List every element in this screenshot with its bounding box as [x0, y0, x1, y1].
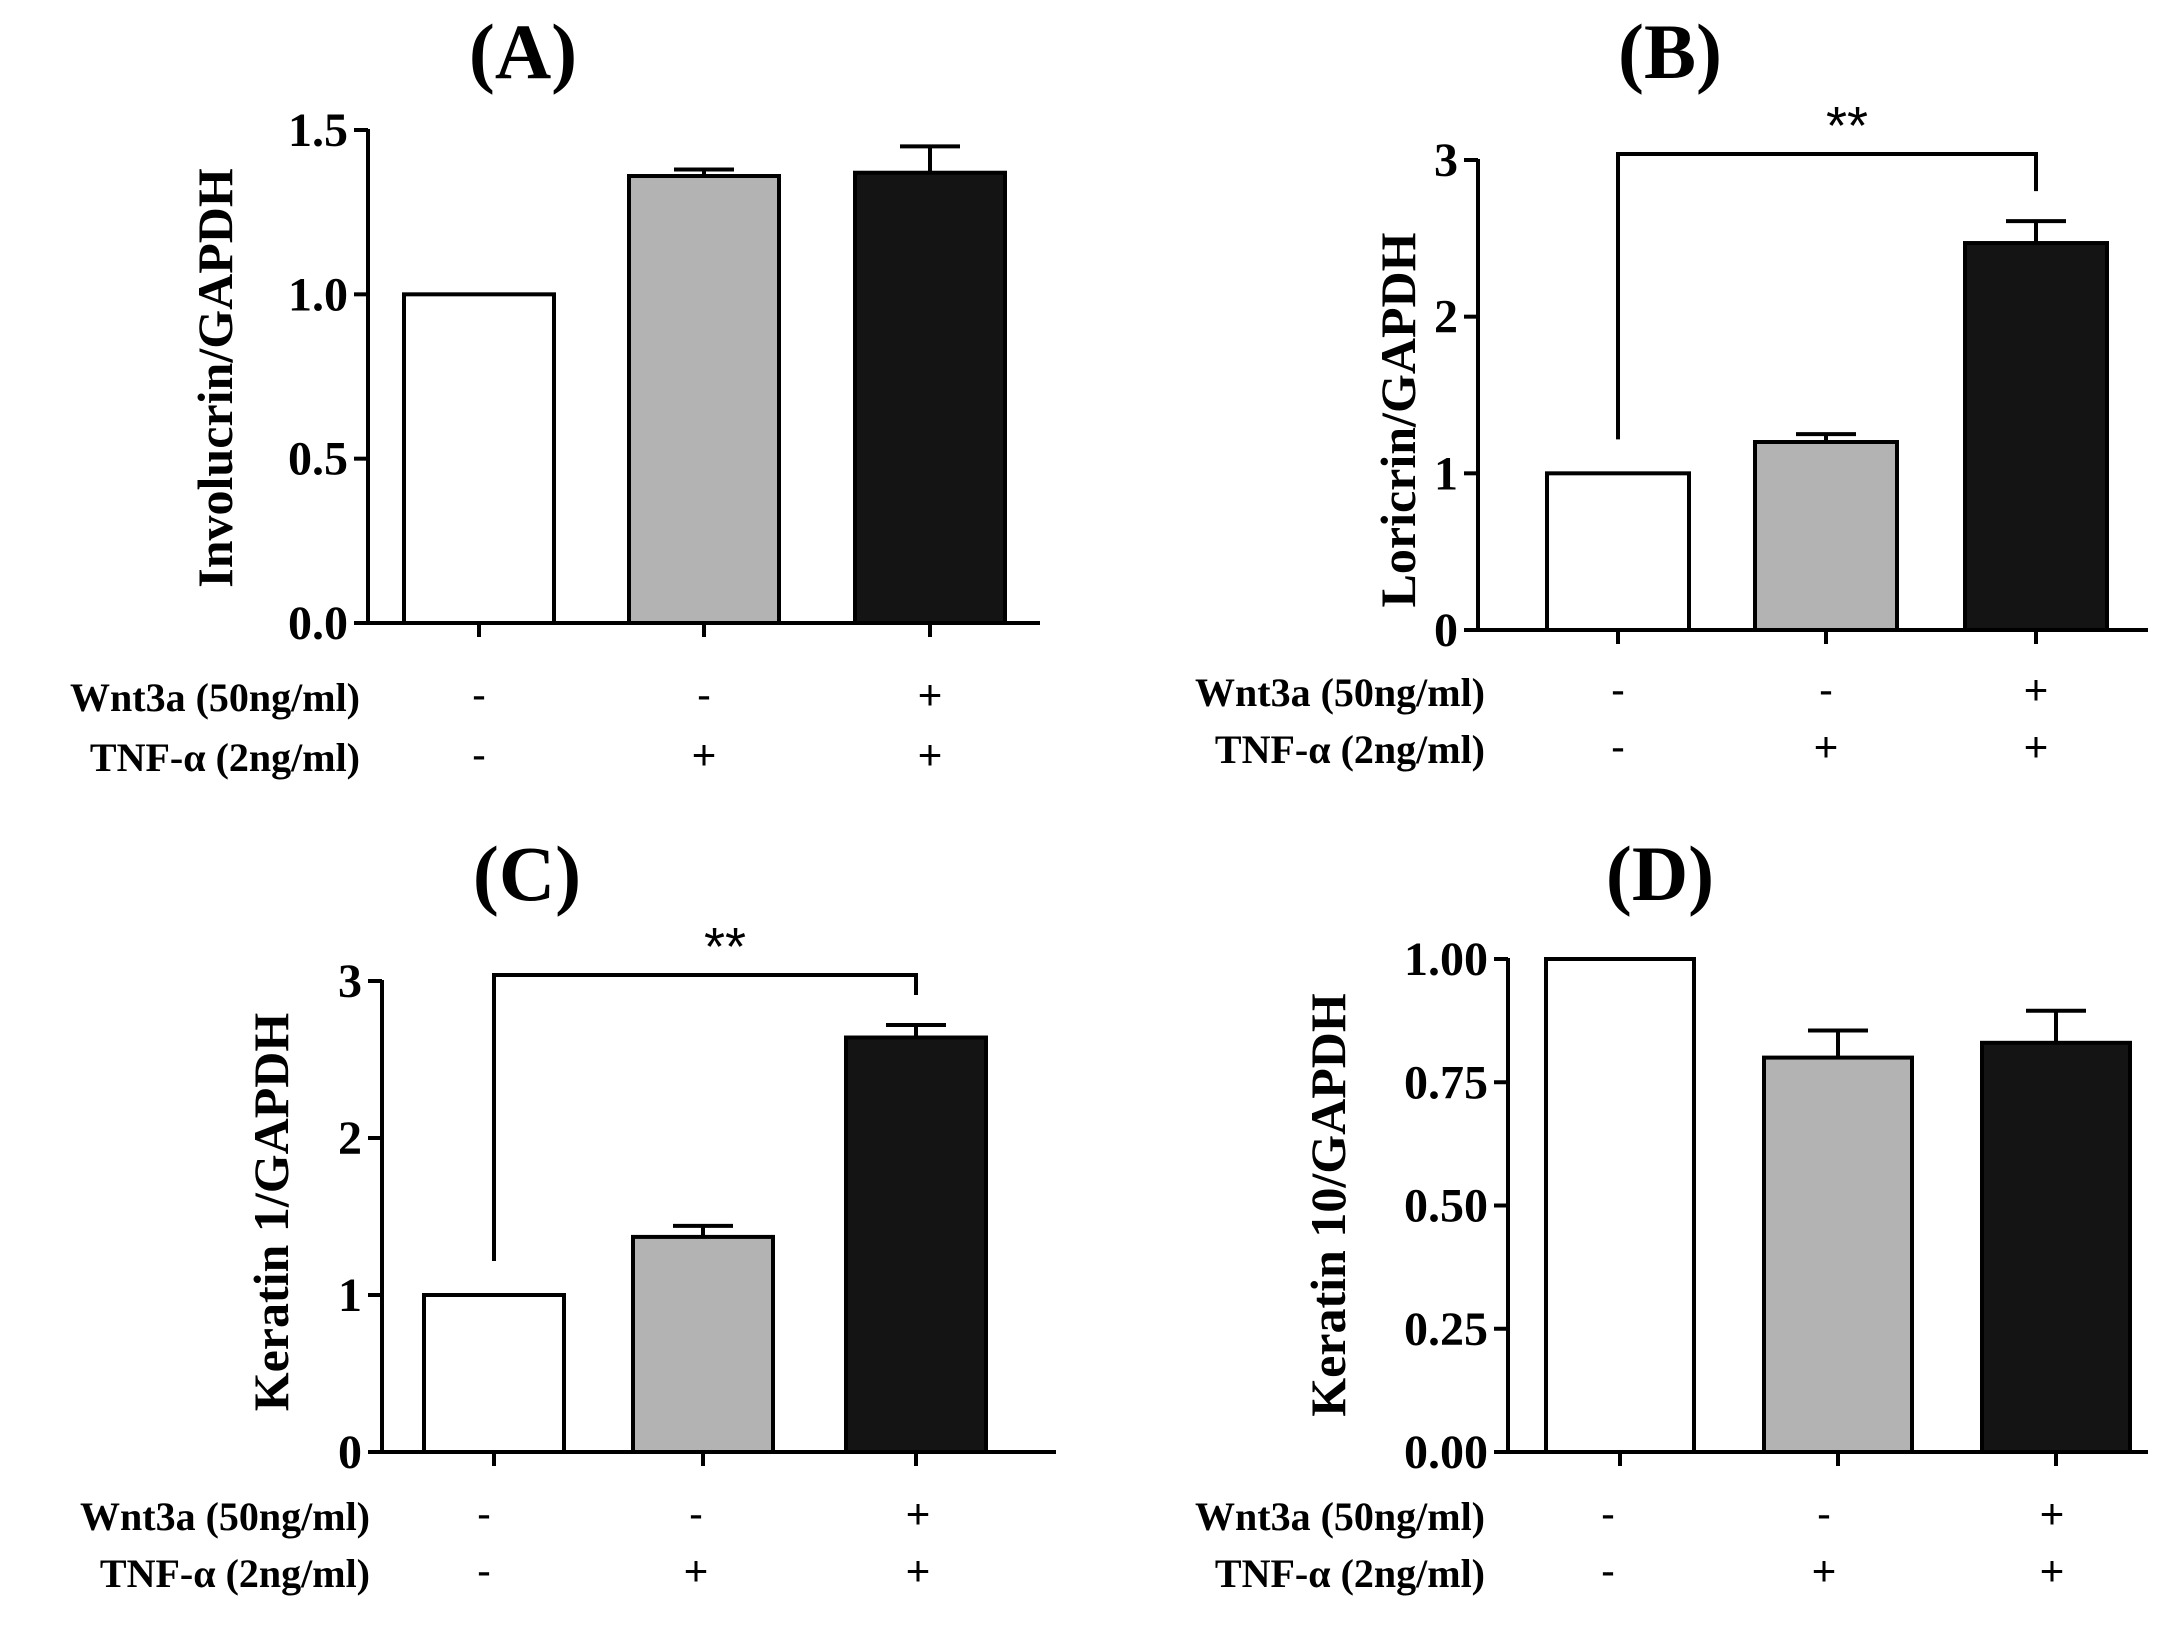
y-tick-label: 1 [338, 1269, 362, 1322]
y-tick-label: 0.50 [1404, 1180, 1488, 1233]
tnf-sign: - [1601, 1547, 1615, 1594]
bar-2 [631, 1234, 775, 1455]
wnt3a-sign: - [697, 671, 711, 718]
wnt3a-sign: + [906, 1490, 931, 1537]
y-tick-label: 2 [1434, 291, 1458, 344]
chart-panel-c: (C) Keratin 1/GAPDH 0 1 2 3 ** Wnt3a (50ng/ml) T… [80, 830, 1056, 1596]
wnt3a-sign: - [1611, 666, 1625, 713]
wnt3a-sign: - [472, 671, 486, 718]
bar-2 [1762, 1055, 1914, 1454]
bar-3 [1963, 241, 2109, 633]
wnt3a-sign: + [2024, 666, 2049, 713]
tnf-sign: - [1611, 723, 1625, 770]
significance-label: ** [1826, 96, 1868, 156]
wnt3a-row-label: Wnt3a (50ng/ml) [1195, 1494, 1485, 1539]
y-tick-label: 2 [338, 1112, 362, 1165]
panel-label: (A) [469, 8, 577, 95]
y-tick-label: 0.00 [1404, 1426, 1488, 1479]
tnf-sign: + [2024, 723, 2049, 770]
tnf-sign: + [1812, 1547, 1837, 1594]
panel-label: (D) [1606, 830, 1714, 917]
panel-label: (C) [473, 830, 581, 917]
wnt3a-sign: - [1819, 666, 1833, 713]
bar-1 [1545, 471, 1691, 633]
tnf-sign: + [906, 1547, 931, 1594]
y-tick-label: 3 [1434, 134, 1458, 187]
wnt3a-sign: + [2040, 1490, 2065, 1537]
y-tick-label: 1.5 [288, 104, 348, 157]
tnf-sign: + [684, 1547, 709, 1594]
y-tick-label: 3 [338, 955, 362, 1008]
bar-1 [1544, 957, 1696, 1454]
wnt3a-sign: - [1601, 1490, 1615, 1537]
panel-label: (B) [1618, 8, 1722, 95]
wnt3a-sign: - [1817, 1490, 1831, 1537]
y-tick-label: 1.0 [288, 268, 348, 321]
significance-bracket [492, 973, 918, 1261]
chart-panel-a: (A) Involucrin/GAPDH 0.0 0.5 1.0 1.5 Wnt3a (50… [70, 8, 1040, 780]
significance-bracket [1616, 152, 2038, 440]
bar-3 [1980, 1040, 2132, 1455]
y-tick-label: 0 [1434, 604, 1458, 657]
tnf-sign: - [472, 731, 486, 778]
y-axis-title: Keratin 10/GAPDH [1300, 993, 1356, 1417]
y-axis-title: Loricrin/GAPDH [1370, 232, 1426, 607]
tnf-row-label: TNF-α (2ng/ml) [100, 1551, 370, 1596]
y-tick-label: 0.0 [288, 597, 348, 650]
tnf-sign: + [918, 731, 943, 778]
bar-1 [402, 292, 556, 625]
wnt3a-row-label: Wnt3a (50ng/ml) [70, 675, 360, 720]
wnt3a-row-label: Wnt3a (50ng/ml) [80, 1494, 370, 1539]
tnf-sign: - [477, 1547, 491, 1594]
y-tick-label: 0.5 [288, 433, 348, 486]
y-tick-label: 0.75 [1404, 1056, 1488, 1109]
chart-panel-d: (D) Keratin 10/GAPDH 0.00 0.25 0.50 0.75 1.00 W… [1195, 830, 2148, 1596]
wnt3a-sign: - [477, 1490, 491, 1537]
y-axis-title: Involucrin/GAPDH [187, 168, 243, 588]
y-tick-label: 0.25 [1404, 1303, 1488, 1356]
y-axis-title: Keratin 1/GAPDH [243, 1013, 299, 1412]
tnf-sign: + [2040, 1547, 2065, 1594]
bar-3 [844, 1035, 988, 1455]
y-tick-label: 1.00 [1404, 933, 1488, 986]
wnt3a-sign: - [689, 1490, 703, 1537]
wnt3a-row-label: Wnt3a (50ng/ml) [1195, 670, 1485, 715]
bar-2 [1753, 440, 1899, 632]
tnf-row-label: TNF-α (2ng/ml) [1215, 1551, 1485, 1596]
significance-label: ** [704, 917, 746, 977]
y-tick-label: 1 [1434, 447, 1458, 500]
tnf-row-label: TNF-α (2ng/ml) [1215, 727, 1485, 772]
tnf-row-label: TNF-α (2ng/ml) [90, 735, 360, 780]
y-tick-label: 0 [338, 1426, 362, 1479]
tnf-sign: + [1814, 723, 1839, 770]
tnf-sign: + [692, 731, 717, 778]
wnt3a-sign: + [918, 671, 943, 718]
bar-2 [627, 174, 781, 625]
bar-1 [422, 1293, 566, 1454]
bar-3 [853, 170, 1007, 626]
